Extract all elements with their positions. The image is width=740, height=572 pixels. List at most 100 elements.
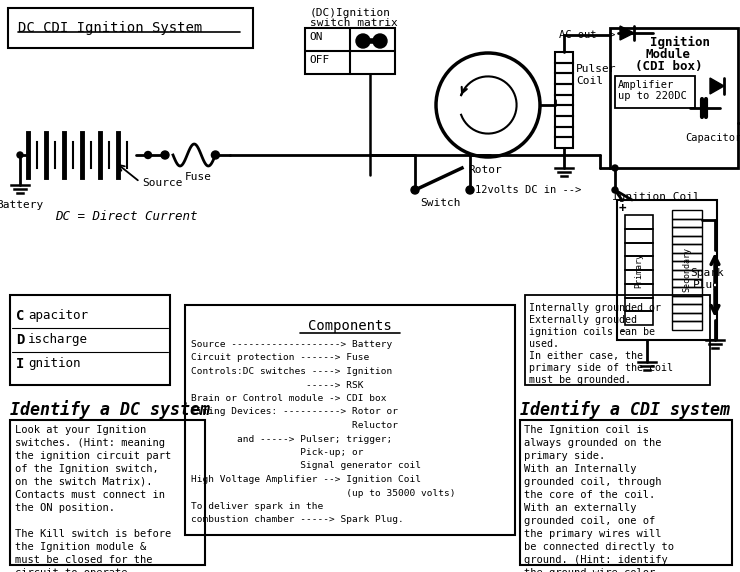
Text: In either case, the: In either case, the [529,351,643,361]
Bar [555,126,573,137]
Text: Identify a CDI system: Identify a CDI system [520,400,730,419]
Text: With an externally: With an externally [524,503,636,513]
Bar [672,313,702,321]
Bar [555,95,573,105]
Text: 12volts DC in -->: 12volts DC in --> [475,185,581,195]
Bar [555,52,573,63]
Circle shape [612,165,618,171]
Bar [672,279,702,287]
Text: Coil: Coil [576,76,603,86]
Text: the ignition circuit part: the ignition circuit part [15,451,171,461]
Text: used.: used. [529,339,559,349]
Text: must be grounded.: must be grounded. [529,375,631,385]
Text: Pick-up; or: Pick-up; or [191,448,363,457]
Text: To deliver spark in the: To deliver spark in the [191,502,323,511]
Text: and -----> Pulser; trigger;: and -----> Pulser; trigger; [191,435,392,443]
Text: the ON position.: the ON position. [15,503,115,513]
Text: Fuse: Fuse [185,172,212,182]
Text: grounded coil, through: grounded coil, through [524,477,662,487]
Text: switches. (Hint: meaning: switches. (Hint: meaning [15,438,165,448]
Text: Rotor: Rotor [468,165,502,175]
Text: grounded coil, one of: grounded coil, one of [524,516,655,526]
Text: ground. (Hint: identify: ground. (Hint: identify [524,555,667,565]
Text: primary side of the coil: primary side of the coil [529,363,673,373]
Text: Brain or Control module -> CDI box: Brain or Control module -> CDI box [191,394,386,403]
Text: Ignition: Ignition [650,36,710,49]
Text: I: I [16,357,24,371]
Text: of the Ignition switch,: of the Ignition switch, [15,464,159,474]
Bar [672,244,702,253]
Text: Components: Components [308,319,392,333]
Bar [615,76,695,108]
Bar [672,270,702,279]
Bar [555,105,573,116]
Bar [625,284,653,297]
Bar [672,321,702,330]
Bar [672,236,702,244]
Text: ischarge: ischarge [28,333,88,346]
Circle shape [466,186,474,194]
Bar [185,305,515,535]
Text: The Ignition coil is: The Ignition coil is [524,425,649,435]
Text: the core of the coil.: the core of the coil. [524,490,655,500]
Text: on the switch Matrix).: on the switch Matrix). [15,477,152,487]
Text: (CDI box): (CDI box) [635,60,702,73]
Text: Internally grounded or: Internally grounded or [529,303,661,313]
Text: D: D [16,333,24,347]
Bar [672,261,702,270]
Bar [625,215,653,229]
Text: ignition coils can be: ignition coils can be [529,327,655,337]
Text: Battery: Battery [0,200,44,210]
Bar [8,8,253,48]
Text: Timing Devices: ----------> Rotor or: Timing Devices: ----------> Rotor or [191,407,398,416]
Text: The Kill switch is before: The Kill switch is before [15,529,171,539]
Text: Switch: Switch [420,198,460,208]
Text: the primary wires will: the primary wires will [524,529,662,539]
Bar [520,420,732,565]
Text: up to 220DC: up to 220DC [618,91,687,101]
Text: the ground wire color: the ground wire color [524,568,655,572]
Text: Ignition Coil: Ignition Coil [612,192,700,202]
Text: primary side.: primary side. [524,451,605,461]
Bar [525,295,710,385]
Polygon shape [620,26,634,40]
Bar [10,295,170,385]
Bar [617,200,717,340]
Text: Signal generator coil: Signal generator coil [191,462,421,471]
Bar [555,84,573,95]
Bar [555,116,573,126]
Text: Source -------------------> Battery: Source -------------------> Battery [191,340,392,349]
Text: +: + [619,202,627,215]
Circle shape [212,151,220,159]
Text: (up to 35000 volts): (up to 35000 volts) [191,488,456,498]
Text: AC out-->: AC out--> [559,30,615,40]
Circle shape [373,34,387,48]
Text: Controls:DC switches ----> Ignition: Controls:DC switches ----> Ignition [191,367,392,376]
Bar [672,219,702,227]
Text: Plug: Plug [693,280,720,290]
Text: Source: Source [142,178,183,188]
Bar [672,304,702,313]
Text: circuit to operate.: circuit to operate. [15,568,134,572]
Text: C: C [16,309,24,323]
Bar [672,287,702,296]
Text: High Voltage Amplifier --> Ignition Coil: High Voltage Amplifier --> Ignition Coil [191,475,421,484]
Bar [625,311,653,325]
Circle shape [161,151,169,159]
Text: Look at your Ignition: Look at your Ignition [15,425,147,435]
Bar [672,253,702,261]
Circle shape [612,187,618,193]
Bar [672,210,702,219]
Text: Spark: Spark [690,268,724,278]
Text: apacitor: apacitor [28,309,88,322]
Text: With an Internally: With an Internally [524,464,636,474]
Text: ON: ON [309,32,323,42]
Text: Secondary: Secondary [682,248,691,292]
Circle shape [144,152,152,158]
Bar [305,28,395,74]
Bar [625,270,653,284]
Text: -----> RSK: -----> RSK [191,380,363,390]
Circle shape [411,186,419,194]
Text: -: - [619,324,628,338]
Text: Circuit protection ------> Fuse: Circuit protection ------> Fuse [191,353,369,363]
